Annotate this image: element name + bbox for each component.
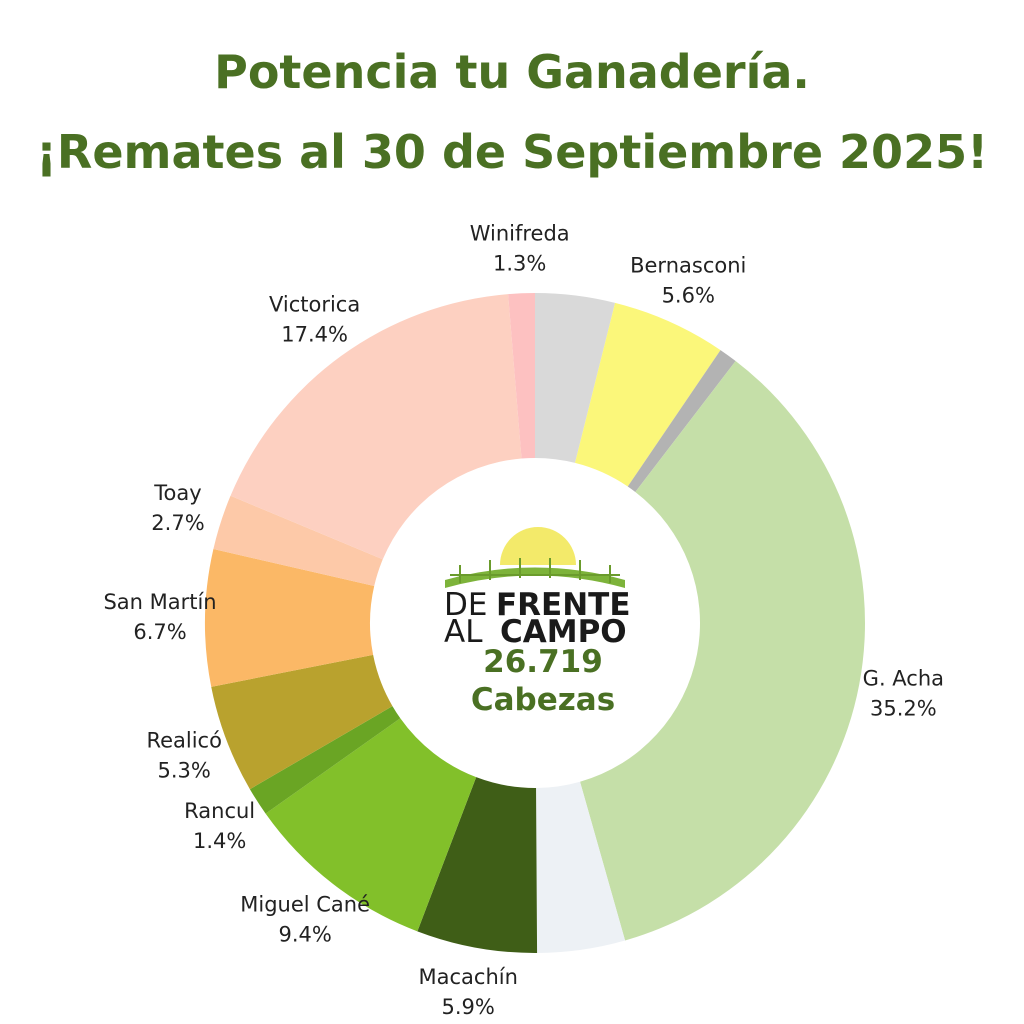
logo-text: CAMPO — [500, 614, 627, 650]
logo: DE FRENTE AL CAMPO — [444, 527, 631, 650]
slice — [265, 718, 477, 932]
value-label: 5.3% — [158, 759, 211, 783]
slice — [204, 548, 375, 687]
slice-label: Rancul — [184, 799, 255, 823]
slice — [627, 350, 736, 492]
slice-label: Macachín — [419, 965, 518, 989]
donut — [204, 293, 865, 953]
slice-label: Bernasconi — [630, 254, 746, 278]
slice-label: G. Acha — [863, 666, 944, 690]
chart-title: Potencia tu Ganadería. — [214, 45, 810, 99]
logo-text: DE — [444, 587, 487, 623]
logo-text: FRENTE — [496, 587, 631, 623]
slice — [535, 293, 616, 463]
slice-label: Toay — [153, 481, 201, 505]
slice-label: Winifreda — [470, 221, 570, 245]
slice — [575, 302, 721, 487]
center-unit: Cabezas — [471, 682, 615, 718]
value-label: 2.7% — [151, 511, 204, 535]
value-label: 9.4% — [278, 922, 331, 946]
slice-label: Miguel Cané — [240, 892, 370, 916]
value-label: 5.6% — [662, 284, 715, 308]
slice — [213, 495, 383, 586]
slice — [417, 777, 538, 953]
center-total: 26.719 — [483, 644, 603, 680]
logo-fence — [450, 558, 620, 583]
logo-sun — [500, 527, 576, 565]
value-label: 1.4% — [193, 829, 246, 853]
slice — [580, 360, 865, 941]
logo-hill — [445, 567, 625, 588]
value-label: 5.9% — [442, 995, 495, 1019]
slice — [536, 781, 626, 953]
value-label: 17.4% — [281, 323, 348, 347]
slice-label: Victorica — [269, 293, 360, 317]
value-label: 6.7% — [133, 620, 186, 644]
slice-label: Realicó — [146, 729, 222, 753]
value-label: 35.2% — [870, 696, 937, 720]
slice — [249, 706, 401, 814]
slice — [508, 293, 535, 459]
slice-label: San Martín — [103, 590, 216, 614]
logo-text: AL — [444, 614, 483, 650]
chart-title: ¡Remates al 30 de Septiembre 2025! — [36, 125, 988, 179]
slice — [211, 654, 393, 790]
value-label: 1.3% — [493, 251, 546, 275]
slice — [230, 294, 522, 560]
